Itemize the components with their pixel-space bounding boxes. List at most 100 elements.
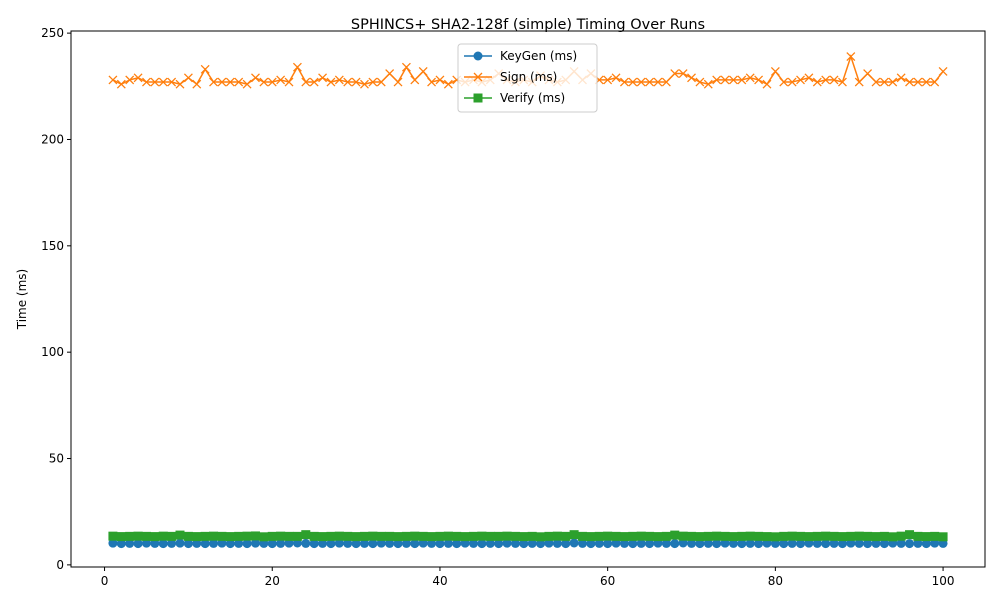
data-point-keygen-ms (712, 539, 722, 549)
data-point-verify-ms (636, 531, 646, 541)
data-point-sign-ms (745, 73, 755, 83)
data-point-keygen-ms (468, 538, 478, 548)
data-point-keygen-ms (301, 538, 311, 548)
data-point-verify-ms (821, 531, 831, 541)
data-point-sign-ms (251, 73, 260, 83)
data-point-keygen-ms (376, 538, 386, 548)
data-point-sign-ms (728, 75, 738, 85)
data-point-keygen-ms (116, 539, 126, 549)
data-point-verify-ms (728, 532, 738, 542)
data-point-keygen-ms (359, 538, 369, 548)
x-axis-ticks: 0 20 40 60 80 100 (101, 567, 955, 588)
data-point-sign-ms (888, 77, 898, 87)
series-verify-ms (108, 530, 948, 542)
data-point-sign-ms (762, 79, 772, 89)
data-point-keygen-ms (552, 538, 562, 548)
y-tick-label: 0 (56, 558, 64, 572)
data-point-verify-ms (452, 531, 462, 541)
data-point-verify-ms (804, 532, 814, 542)
data-point-verify-ms (133, 531, 143, 541)
data-point-sign-ms (200, 64, 210, 74)
legend-label-verify-ms: Verify (ms) (500, 91, 565, 105)
data-point-verify-ms (225, 532, 235, 542)
data-point-verify-ms (737, 531, 747, 541)
data-point-keygen-ms (863, 539, 873, 549)
data-point-keygen-ms (410, 539, 420, 549)
data-point-sign-ms (619, 77, 629, 87)
data-point-verify-ms (879, 531, 889, 541)
data-point-keygen-ms (586, 539, 596, 549)
data-point-verify-ms (905, 530, 915, 540)
data-point-sign-ms (846, 52, 856, 61)
data-point-sign-ms (301, 77, 311, 87)
data-point-keygen-ms (737, 539, 747, 549)
plot-frame (70, 30, 986, 568)
data-point-sign-ms (217, 77, 227, 87)
data-point-verify-ms (812, 531, 822, 541)
data-point-verify-ms (888, 532, 898, 542)
data-point-verify-ms (619, 532, 629, 542)
chart-title: SPHINCS+ SHA2-128f (simple) Timing Over … (351, 17, 705, 33)
data-point-keygen-ms (133, 539, 143, 549)
data-point-keygen-ms (309, 539, 319, 549)
data-point-keygen-ms (645, 539, 655, 549)
data-point-sign-ms (913, 77, 923, 87)
data-point-verify-ms (720, 531, 730, 541)
y-tick-label: 100 (41, 345, 64, 359)
data-point-keygen-ms (519, 539, 529, 549)
data-point-verify-ms (209, 531, 219, 541)
data-point-verify-ms (913, 531, 923, 541)
data-point-keygen-ms (846, 538, 856, 548)
data-point-sign-ms (292, 62, 302, 72)
data-point-verify-ms (301, 530, 311, 540)
x-tick-label: 0 (101, 574, 109, 588)
data-point-keygen-ms (779, 539, 789, 549)
data-point-verify-ms (871, 532, 881, 542)
legend-label-sign-ms: Sign (ms) (500, 70, 557, 84)
data-point-verify-ms (519, 532, 529, 542)
data-point-verify-ms (510, 531, 520, 541)
data-point-sign-ms (150, 77, 160, 87)
data-point-keygen-ms (351, 539, 361, 549)
data-point-verify-ms (754, 531, 764, 541)
data-point-sign-ms (183, 73, 193, 83)
data-point-verify-ms (292, 531, 302, 541)
data-point-verify-ms (351, 532, 361, 542)
y-axis-label: Time (ms) (15, 269, 29, 331)
data-point-sign-ms (779, 77, 789, 87)
data-point-verify-ms (536, 532, 546, 542)
data-point-keygen-ms (494, 539, 504, 549)
data-point-verify-ms (678, 531, 688, 541)
data-point-sign-ms (720, 75, 730, 85)
data-point-verify-ms (611, 531, 621, 541)
data-point-verify-ms (460, 532, 470, 542)
legend-label-keygen-ms: KeyGen (ms) (500, 49, 577, 63)
data-point-sign-ms (905, 77, 914, 87)
data-point-verify-ms (569, 530, 579, 540)
data-point-verify-ms (158, 531, 168, 541)
data-point-verify-ms (586, 532, 596, 542)
data-point-keygen-ms (158, 539, 168, 549)
data-point-keygen-ms (603, 539, 613, 549)
data-point-keygen-ms (905, 539, 915, 549)
data-point-verify-ms (854, 531, 864, 541)
data-point-keygen-ms (829, 538, 839, 548)
data-point-sign-ms (259, 77, 269, 87)
data-point-keygen-ms (242, 539, 252, 549)
data-point-verify-ms (552, 531, 562, 541)
data-point-verify-ms (183, 531, 193, 541)
data-point-keygen-ms (720, 538, 730, 548)
data-point-keygen-ms (661, 538, 671, 548)
data-point-sign-ms (804, 73, 814, 83)
data-point-verify-ms (418, 531, 428, 541)
data-point-keygen-ms (896, 538, 906, 548)
data-point-verify-ms (485, 531, 495, 541)
data-point-verify-ms (125, 531, 135, 541)
data-point-sign-ms (242, 79, 252, 89)
data-point-keygen-ms (921, 539, 931, 549)
data-point-verify-ms (494, 531, 504, 541)
data-point-keygen-ms (871, 538, 881, 548)
data-point-verify-ms (284, 531, 294, 541)
data-point-verify-ms (645, 531, 655, 541)
data-point-sign-ms (712, 75, 722, 85)
